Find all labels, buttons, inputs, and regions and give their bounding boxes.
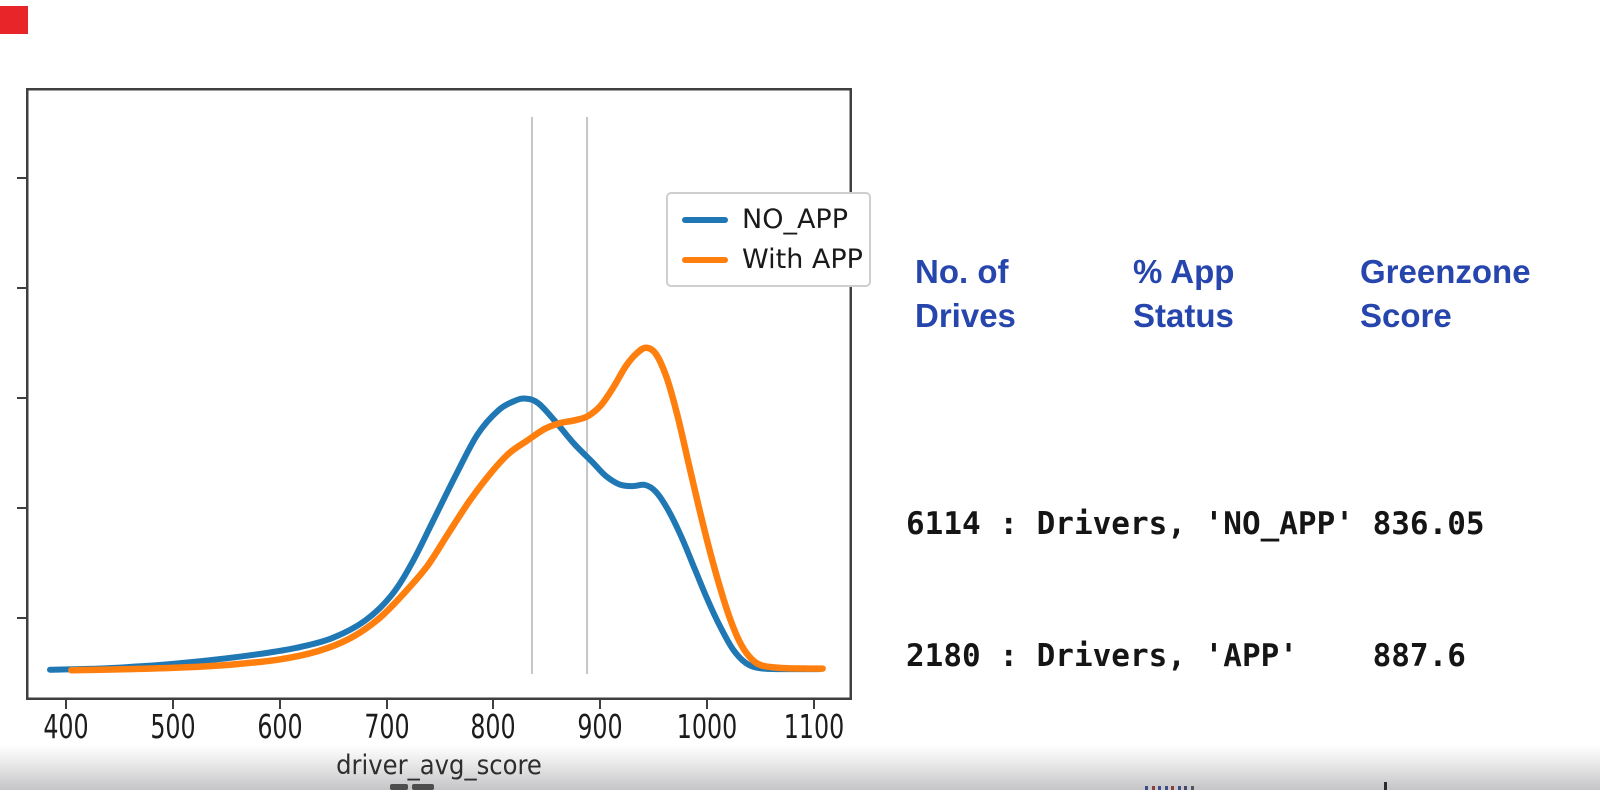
kde-plot: NO_APP With APP	[26, 88, 871, 700]
y-tick-mark	[17, 177, 26, 179]
legend-label-with-app: With APP	[742, 244, 863, 275]
x-tick-label: 900	[577, 707, 623, 746]
density-curve-with-app	[68, 344, 826, 674]
legend-label-no-app: NO_APP	[742, 204, 848, 235]
column-header-greenzone-score: Greenzone Score	[1360, 250, 1531, 338]
x-tick-mark	[813, 700, 816, 709]
stats-row-no-app: 6114 : Drivers, 'NO_APP' 836.05	[906, 506, 1485, 542]
cutoff-dot	[1151, 786, 1155, 790]
cutoff-dot	[1184, 786, 1187, 790]
no-app-line-swatch	[682, 217, 728, 223]
stats-values: 6114 : Drivers, 'NO_APP' 836.05 2180 : D…	[906, 414, 1485, 766]
column-header-no-of-drives: No. of Drives	[915, 250, 1016, 338]
cutoff-dot	[1171, 786, 1174, 790]
cutoff-dot	[1158, 786, 1161, 790]
plot-frame	[26, 88, 852, 700]
x-tick-label: 800	[470, 707, 517, 746]
y-tick-mark	[17, 287, 26, 289]
recording-marker	[0, 6, 28, 34]
x-tick-mark	[599, 700, 602, 709]
legend-item-with-app: With APP	[682, 240, 869, 280]
x-tick-label: 400	[43, 707, 89, 746]
cutoff-cursor-icon	[1384, 782, 1387, 790]
header-line1: % App	[1133, 253, 1235, 290]
header-line2: Drives	[915, 297, 1016, 334]
x-tick-mark	[171, 700, 174, 709]
cutoff-artifact-icon	[412, 784, 434, 790]
plot-legend: NO_APP With APP	[666, 192, 871, 287]
x-tick-mark	[278, 700, 281, 709]
plot-canvas	[26, 88, 852, 700]
header-line1: No. of	[915, 253, 1009, 290]
cutoff-artifact-icon	[390, 784, 408, 790]
with-app-line-swatch	[682, 257, 728, 263]
bottom-taskbar-strip	[0, 746, 1600, 790]
header-line2: Score	[1360, 297, 1452, 334]
x-tick-label: 600	[257, 707, 303, 746]
cutoff-dot	[1164, 786, 1168, 790]
x-tick-label: 1000	[676, 707, 738, 746]
x-tick-mark	[65, 700, 67, 709]
x-tick-label: 1100	[783, 707, 845, 746]
stats-row-app: 2180 : Drivers, 'APP' 887.6	[906, 638, 1466, 674]
x-tick-mark	[492, 700, 495, 709]
y-tick-mark	[17, 617, 26, 619]
header-line2: Status	[1133, 297, 1234, 334]
cutoff-dot	[1190, 786, 1194, 790]
legend-item-no-app: NO_APP	[682, 200, 869, 240]
cutoff-dot	[1145, 786, 1148, 790]
x-tick-label: 700	[363, 707, 410, 746]
x-tick-mark	[706, 700, 709, 709]
x-tick-mark	[385, 700, 388, 709]
header-line1: Greenzone	[1360, 253, 1531, 290]
x-tick-label: 500	[150, 707, 196, 746]
y-tick-mark	[17, 507, 26, 509]
column-header-app-status: % App Status	[1133, 250, 1234, 338]
y-tick-mark	[17, 397, 26, 399]
cutoff-dot	[1177, 786, 1181, 790]
x-axis-label: driver_avg_score	[336, 750, 542, 781]
